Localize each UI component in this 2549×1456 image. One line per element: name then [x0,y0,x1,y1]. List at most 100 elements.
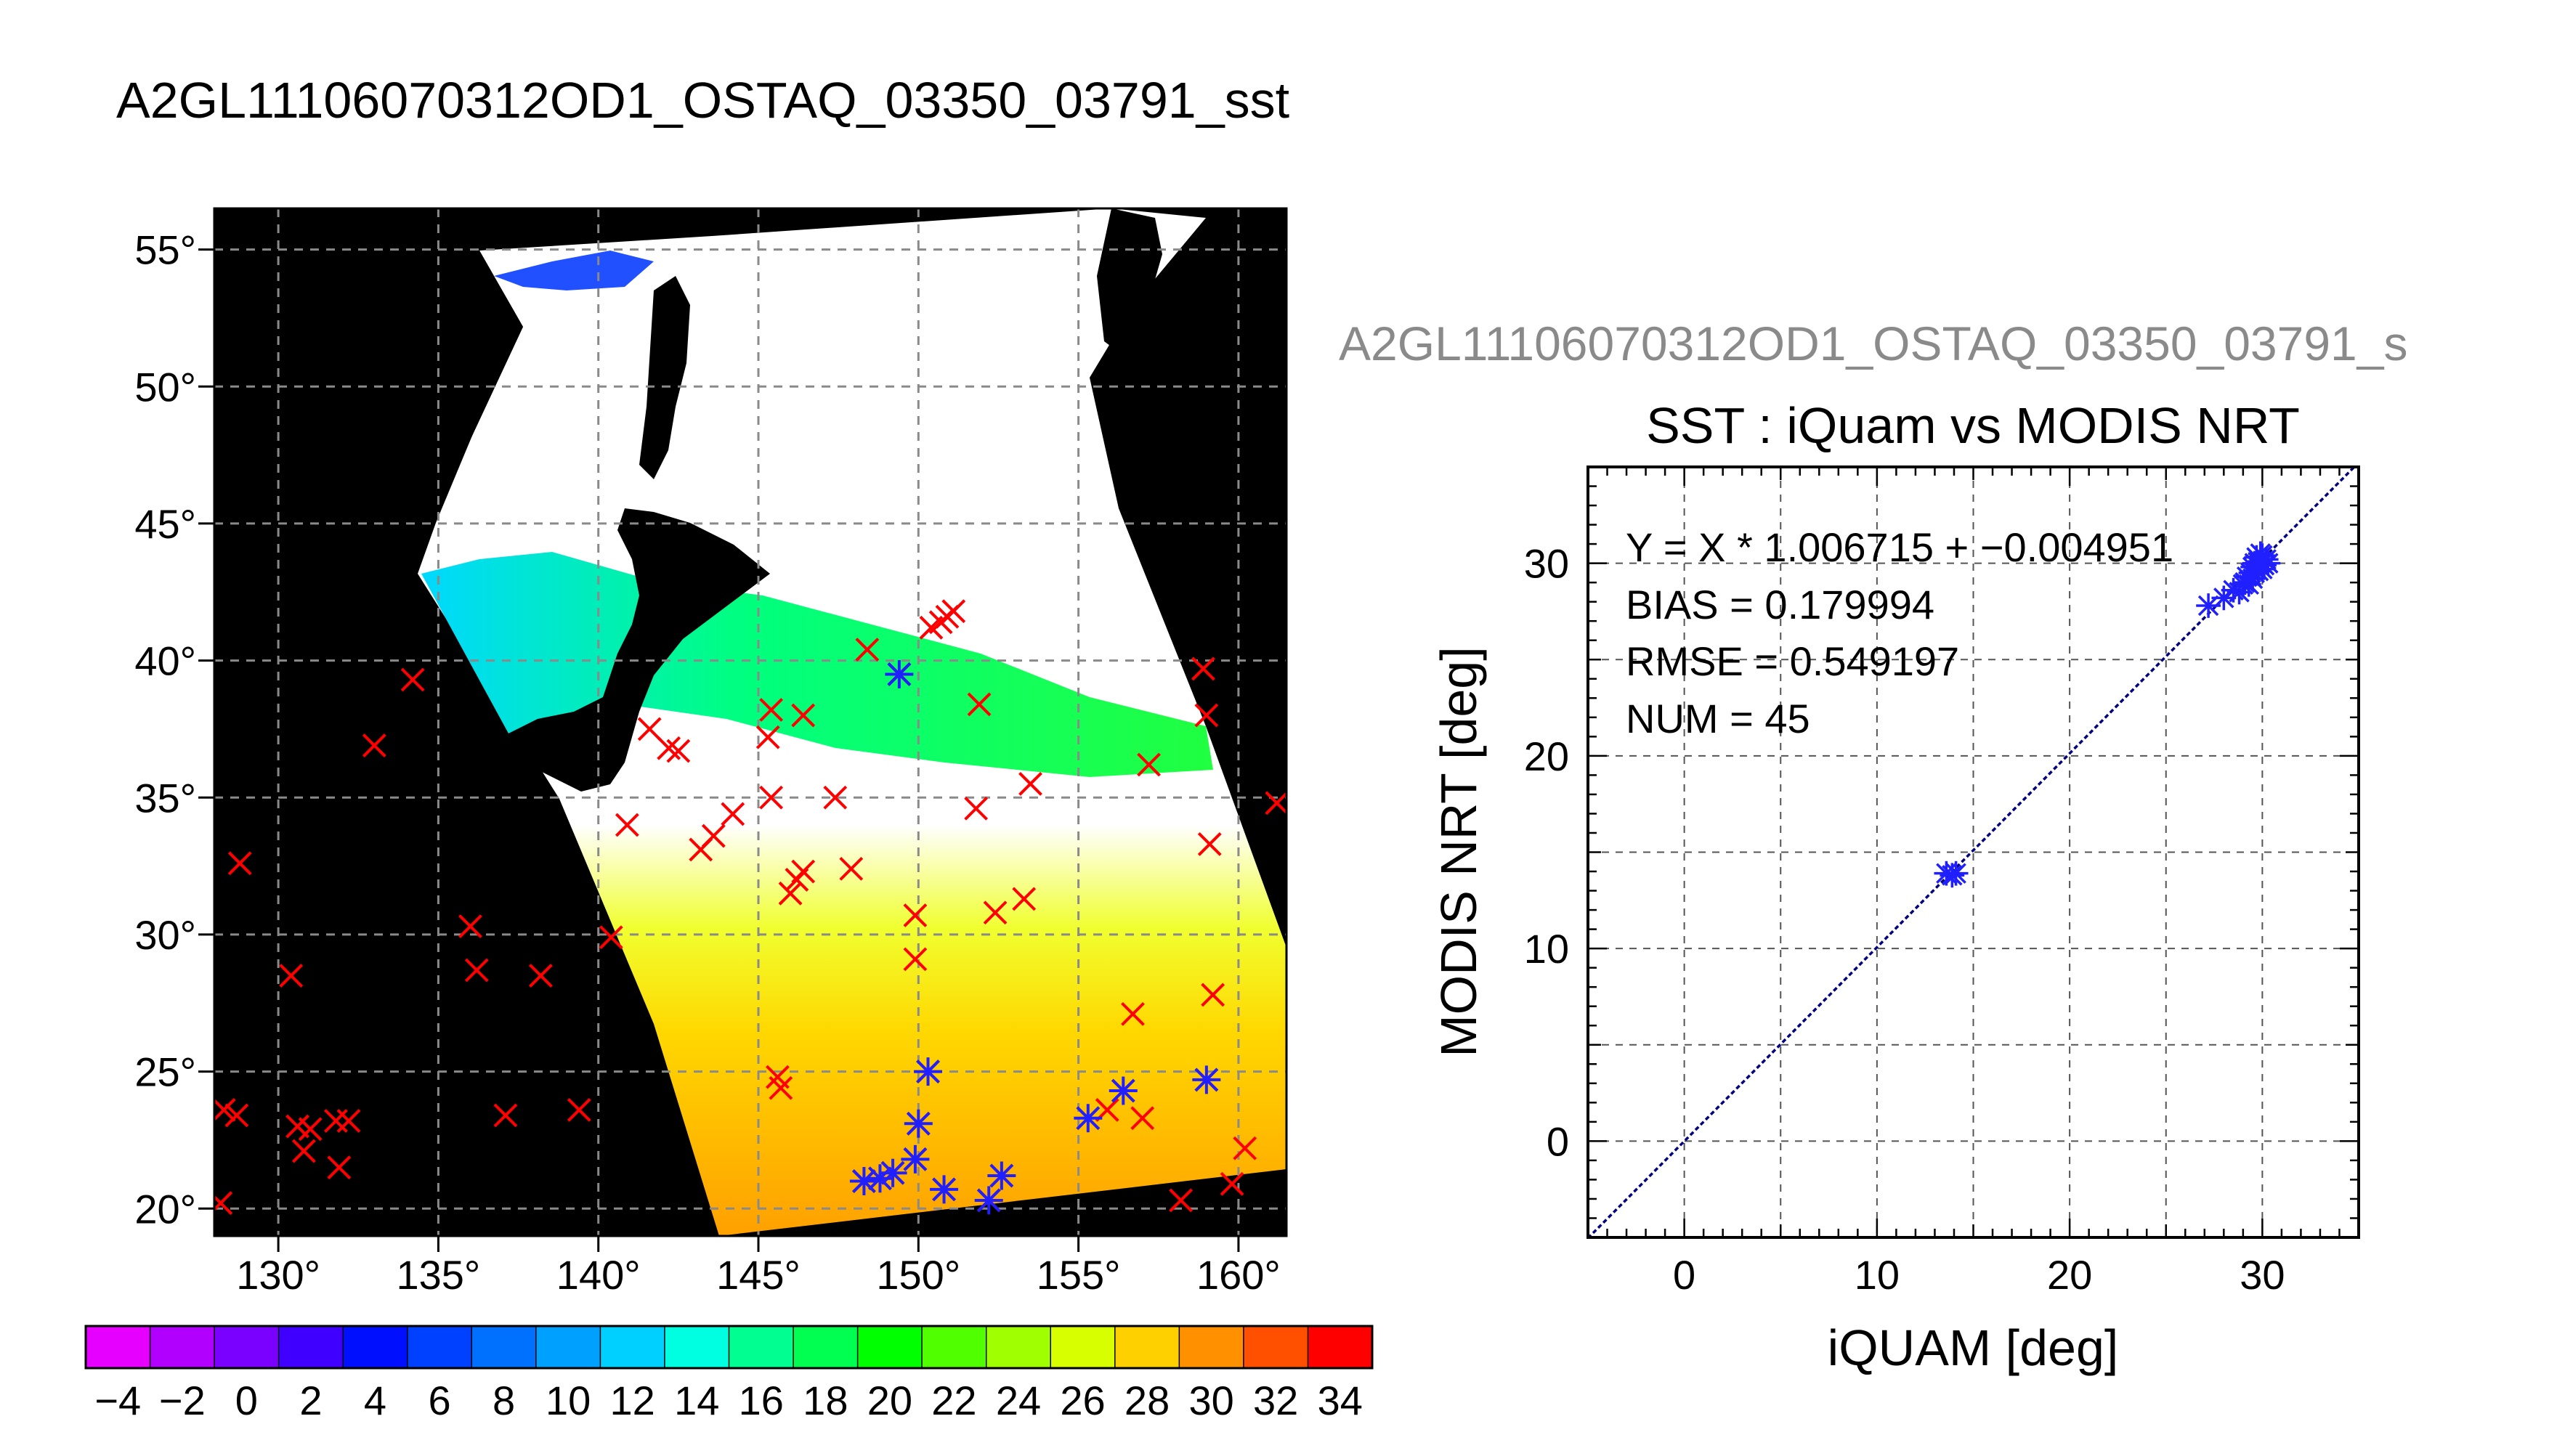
scatter-x-tick-label: 30 [2240,1252,2285,1298]
scatter-x-tick-label: 0 [1673,1252,1695,1298]
colorbar-segment [793,1326,859,1368]
colorbar-label: 20 [867,1378,912,1423]
map-unmatched-marker [291,1139,316,1163]
map-lon-label: 140° [556,1252,641,1298]
colorbar-label: 24 [996,1378,1041,1423]
map-unmatched-marker [967,692,992,717]
map-unmatched-marker [599,925,623,950]
map-unmatched-marker [1201,983,1225,1007]
scatter-x-label: iQUAM [deg] [1828,1319,2119,1376]
map-unmatched-marker [701,823,726,848]
map-unmatched-marker [855,638,880,662]
colorbar-label: 10 [546,1378,591,1423]
map-lon-labels: 130° 135° 140° 145° 150° 155° 160° [236,1252,1281,1298]
colorbar-segment [664,1326,729,1368]
colorbar-label: 30 [1188,1378,1233,1423]
colorbar-label: 6 [428,1378,450,1423]
colorbar-label: 28 [1124,1378,1170,1423]
map-lat-label: 55° [134,227,196,273]
map-matched-marker [1109,1076,1138,1105]
colorbar-label: 18 [803,1378,848,1423]
map-unmatched-marker [791,859,816,884]
map-tick-marks [198,248,1240,1252]
colorbar-segment [150,1326,215,1368]
colorbar-segment [535,1326,601,1368]
map-lat-labels: 55° 50° 45° 40° 35° 30° 25° 20° [134,227,196,1232]
scatter-point [1943,861,1969,886]
map-lat-label: 50° [134,364,196,410]
colorbar-label: 32 [1253,1378,1298,1423]
scatter-points [1934,541,2281,888]
map-matched-marker [987,1161,1016,1190]
scatter-title: SST : iQuam vs MODIS NRT [1646,397,2300,454]
map-matched-marker [1192,1065,1221,1094]
land-west [363,251,523,574]
scatter-overtitle: A2GL11106070312OD1_OSTAQ_03350_03791_s [1339,317,2407,370]
colorbar-label: 26 [1060,1378,1105,1423]
stats-bias: BIAS = 0.179994 [1626,582,1934,627]
map-unmatched-marker [1130,1106,1155,1131]
colorbar-segment [407,1326,472,1368]
map-lon-label: 155° [1037,1252,1121,1298]
map-unmatched-marker [964,796,989,821]
scatter-point [2248,541,2273,566]
map-unmatched-marker [227,851,252,876]
map-title: A2GL11106070312OD1_OSTAQ_03350_03791_sst [116,72,1289,129]
map-unmatched-marker [657,736,681,760]
colorbar-segment [1114,1326,1180,1368]
colorbar-segment [600,1326,665,1368]
map-unmatched-marker [615,813,639,837]
map-lon-label: 145° [716,1252,801,1298]
colorbar-label: 34 [1318,1378,1363,1423]
map-unmatched-marker [1194,703,1219,728]
colorbar-label: −2 [159,1378,206,1423]
map-matched-marker [865,1164,894,1193]
colorbar-segment [922,1326,987,1368]
land-kamchatka [1097,208,1162,363]
map-panel [214,208,1286,1236]
map-unmatched-marker [1137,752,1161,777]
scatter-y-tick-label: 10 [1524,926,1569,972]
colorbar-segment [986,1326,1051,1368]
map-lon-label: 150° [876,1252,960,1298]
map-unmatched-marker [839,856,864,881]
colorbar-segment [1243,1326,1308,1368]
land-japan [508,508,770,792]
map-unmatched-marker [983,900,1008,925]
scatter-y-label: MODIS NRT [deg] [1430,646,1487,1057]
colorbar-segment [343,1326,408,1368]
map-unmatched-marker [214,1098,236,1122]
stats-fit: Y = X * 1.006715 + −0.004951 [1626,524,2173,570]
scatter-tick-marks [1586,465,2360,1239]
colorbar-segment [1308,1326,1373,1368]
colorbar-segment [471,1326,537,1368]
map-unmatched-marker [464,958,489,983]
map-unmatched-marker [1018,771,1042,796]
map-unmatched-marker [759,785,784,810]
map-lat-label: 40° [134,638,196,684]
map-lat-label: 25° [134,1049,196,1095]
map-unmatched-marker [637,717,662,741]
map-unmatched-marker [214,1191,233,1216]
map-unmatched-marker [1169,1188,1194,1213]
colorbar-segment [857,1326,923,1368]
map-lat-label: 30° [134,912,196,958]
colorbar-segment [729,1326,794,1368]
map-unmatched-marker [755,725,780,749]
map-unmatched-marker [528,964,553,988]
map-unmatched-marker [567,1098,591,1122]
colorbar-label: −4 [94,1378,141,1423]
map-lat-label: 20° [134,1186,196,1232]
colorbar-label: 14 [674,1378,719,1423]
map-matched-marker [901,1144,930,1174]
colorbar-label: 4 [364,1378,386,1423]
scatter-point [1940,863,1965,888]
map-unmatched-marker [400,667,425,692]
land-sakhalin [639,276,690,479]
map-unmatched-marker [778,881,803,906]
map-unmatched-marker [1233,1136,1257,1160]
map-unmatched-marker [458,914,482,939]
colorbar [84,1325,1374,1370]
